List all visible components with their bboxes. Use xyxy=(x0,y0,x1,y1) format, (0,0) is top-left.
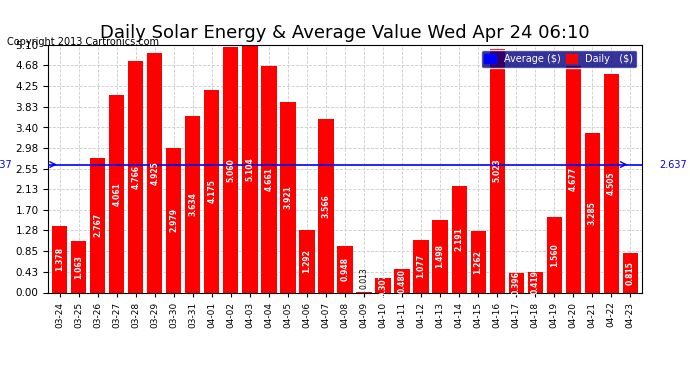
Text: 3.921: 3.921 xyxy=(284,185,293,209)
Text: 5.104: 5.104 xyxy=(246,157,255,180)
Text: 4.505: 4.505 xyxy=(607,171,615,195)
Text: Copyright 2013 Cartronics.com: Copyright 2013 Cartronics.com xyxy=(7,37,159,47)
Text: 2.191: 2.191 xyxy=(455,227,464,251)
Text: 5.060: 5.060 xyxy=(226,158,235,182)
Text: 0.480: 0.480 xyxy=(397,269,406,293)
Text: 4.925: 4.925 xyxy=(150,161,159,185)
Text: 1.378: 1.378 xyxy=(55,247,64,271)
Bar xyxy=(185,116,201,292)
Legend: Average ($), Daily   ($): Average ($), Daily ($) xyxy=(480,50,637,68)
Text: 2.637: 2.637 xyxy=(659,159,687,170)
Bar xyxy=(528,272,543,292)
Bar xyxy=(509,273,524,292)
Text: 3.285: 3.285 xyxy=(588,201,597,225)
Bar xyxy=(299,230,315,292)
Text: 1.560: 1.560 xyxy=(550,243,559,267)
Text: 1.077: 1.077 xyxy=(417,254,426,278)
Bar xyxy=(224,47,239,292)
Text: 1.292: 1.292 xyxy=(302,249,311,273)
Bar xyxy=(489,49,505,292)
Text: 1.063: 1.063 xyxy=(75,255,83,279)
Bar xyxy=(204,90,219,292)
Bar xyxy=(262,66,277,292)
Bar xyxy=(242,45,257,292)
Text: 3.566: 3.566 xyxy=(322,194,331,218)
Bar xyxy=(375,278,391,292)
Bar xyxy=(71,241,86,292)
Text: 1.498: 1.498 xyxy=(435,244,444,268)
Bar xyxy=(337,246,353,292)
Text: 2.767: 2.767 xyxy=(93,213,102,237)
Bar xyxy=(109,95,124,292)
Bar xyxy=(52,226,68,292)
Bar xyxy=(413,240,428,292)
Bar xyxy=(395,269,410,292)
Text: 2.637: 2.637 xyxy=(0,159,12,170)
Bar xyxy=(280,102,295,292)
Text: 4.175: 4.175 xyxy=(208,179,217,203)
Bar xyxy=(451,186,466,292)
Bar xyxy=(166,148,181,292)
Bar xyxy=(546,217,562,292)
Text: 0.307: 0.307 xyxy=(379,273,388,297)
Bar xyxy=(318,120,333,292)
Text: 4.677: 4.677 xyxy=(569,167,578,191)
Bar xyxy=(622,253,638,292)
Text: 0.815: 0.815 xyxy=(626,261,635,285)
Text: 0.948: 0.948 xyxy=(340,258,350,282)
Text: 4.766: 4.766 xyxy=(131,165,140,189)
Text: 0.419: 0.419 xyxy=(531,270,540,294)
Text: 5.023: 5.023 xyxy=(493,159,502,183)
Bar xyxy=(147,54,162,292)
Text: 4.661: 4.661 xyxy=(264,168,273,191)
Title: Daily Solar Energy & Average Value Wed Apr 24 06:10: Daily Solar Energy & Average Value Wed A… xyxy=(100,24,590,42)
Text: 0.013: 0.013 xyxy=(359,268,368,290)
Bar xyxy=(128,61,144,292)
Bar xyxy=(584,133,600,292)
Text: 4.061: 4.061 xyxy=(112,182,121,206)
Bar xyxy=(566,66,581,292)
Text: 3.634: 3.634 xyxy=(188,192,197,216)
Text: 0.396: 0.396 xyxy=(512,271,521,295)
Bar xyxy=(433,220,448,292)
Text: 2.979: 2.979 xyxy=(169,208,178,232)
Bar xyxy=(604,74,619,292)
Text: 1.262: 1.262 xyxy=(473,250,482,274)
Bar xyxy=(90,158,106,292)
Bar xyxy=(471,231,486,292)
